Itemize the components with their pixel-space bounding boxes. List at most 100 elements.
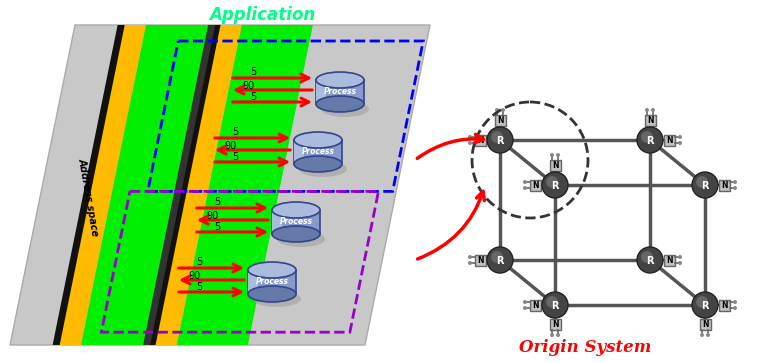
Text: 90: 90 <box>188 271 200 281</box>
Ellipse shape <box>248 262 296 278</box>
Circle shape <box>550 153 554 157</box>
Polygon shape <box>149 25 220 345</box>
Circle shape <box>556 153 560 157</box>
FancyBboxPatch shape <box>530 300 541 311</box>
Text: Origin System: Origin System <box>519 339 652 356</box>
Text: R: R <box>646 256 654 266</box>
Ellipse shape <box>299 161 347 177</box>
Ellipse shape <box>316 96 364 112</box>
FancyBboxPatch shape <box>719 300 730 311</box>
Circle shape <box>556 333 560 337</box>
FancyBboxPatch shape <box>530 180 541 191</box>
Circle shape <box>468 261 472 265</box>
Text: N: N <box>666 256 673 265</box>
Circle shape <box>637 247 663 273</box>
Circle shape <box>733 300 737 304</box>
Bar <box>248 270 258 294</box>
Ellipse shape <box>272 226 320 242</box>
Circle shape <box>546 296 558 308</box>
Circle shape <box>696 296 708 308</box>
Text: R: R <box>496 256 504 266</box>
Ellipse shape <box>316 72 364 88</box>
Circle shape <box>696 176 708 188</box>
Circle shape <box>546 176 558 188</box>
Text: 90: 90 <box>206 211 218 221</box>
Text: R: R <box>646 136 654 146</box>
Circle shape <box>733 306 737 310</box>
Text: Application: Application <box>209 6 315 24</box>
Circle shape <box>700 333 704 337</box>
Circle shape <box>641 251 653 263</box>
Text: N: N <box>666 136 673 145</box>
Circle shape <box>523 180 527 184</box>
FancyBboxPatch shape <box>700 319 711 330</box>
Circle shape <box>468 255 472 259</box>
Bar <box>294 140 342 164</box>
Polygon shape <box>10 25 430 345</box>
Circle shape <box>542 292 568 318</box>
Ellipse shape <box>294 156 342 172</box>
Circle shape <box>468 135 472 139</box>
Circle shape <box>692 292 718 318</box>
Text: 5: 5 <box>196 257 202 267</box>
Circle shape <box>523 306 527 310</box>
Circle shape <box>501 108 505 112</box>
Polygon shape <box>53 25 125 345</box>
Circle shape <box>733 180 737 184</box>
Circle shape <box>468 141 472 145</box>
Text: 5: 5 <box>250 92 256 102</box>
Bar <box>294 140 303 164</box>
Circle shape <box>487 247 513 273</box>
Ellipse shape <box>272 202 320 218</box>
Text: N: N <box>532 301 539 310</box>
Circle shape <box>678 255 682 259</box>
Text: 5: 5 <box>232 152 239 162</box>
FancyBboxPatch shape <box>495 115 506 126</box>
FancyBboxPatch shape <box>645 115 656 126</box>
Circle shape <box>523 300 527 304</box>
Polygon shape <box>152 25 242 345</box>
Ellipse shape <box>321 101 369 117</box>
Text: N: N <box>532 181 539 190</box>
Text: Process: Process <box>324 87 357 97</box>
Circle shape <box>491 131 503 143</box>
Ellipse shape <box>294 132 342 148</box>
Text: 5: 5 <box>250 67 256 77</box>
FancyBboxPatch shape <box>719 180 730 191</box>
Bar <box>316 80 325 104</box>
FancyBboxPatch shape <box>550 319 561 330</box>
Bar <box>248 270 296 294</box>
Circle shape <box>491 251 503 263</box>
Bar <box>272 210 282 234</box>
Text: Address space: Address space <box>76 157 100 237</box>
Text: R: R <box>551 181 559 191</box>
Circle shape <box>733 186 737 190</box>
Text: 5: 5 <box>232 127 239 137</box>
Text: R: R <box>496 136 504 146</box>
Ellipse shape <box>253 291 301 307</box>
Text: R: R <box>701 301 709 311</box>
Polygon shape <box>56 25 146 345</box>
Text: N: N <box>722 181 728 190</box>
Text: N: N <box>477 256 484 265</box>
Circle shape <box>645 108 649 112</box>
Text: 5: 5 <box>214 222 220 232</box>
Circle shape <box>523 186 527 190</box>
Text: N: N <box>498 116 504 125</box>
Circle shape <box>678 135 682 139</box>
FancyBboxPatch shape <box>475 255 486 266</box>
Text: Process: Process <box>255 277 289 286</box>
Polygon shape <box>143 25 215 345</box>
Text: 5: 5 <box>196 282 202 292</box>
Bar <box>316 80 364 104</box>
Circle shape <box>542 172 568 198</box>
Circle shape <box>495 108 499 112</box>
Circle shape <box>487 127 513 153</box>
FancyBboxPatch shape <box>664 255 675 266</box>
Polygon shape <box>177 25 313 345</box>
Text: 90: 90 <box>242 81 255 91</box>
Circle shape <box>692 172 718 198</box>
Circle shape <box>651 108 655 112</box>
Text: R: R <box>701 181 709 191</box>
Text: N: N <box>477 136 484 145</box>
